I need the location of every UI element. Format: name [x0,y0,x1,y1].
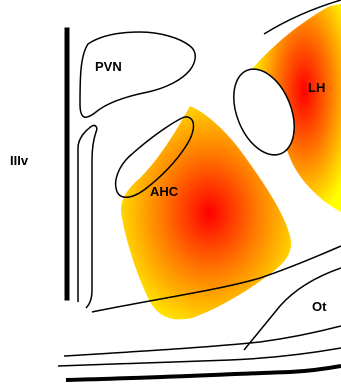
optic-chiasm-line [57,347,341,367]
optic-tract-diagonal-line [243,267,341,351]
ventricle-wall-outline [77,124,98,309]
ahc-label: AHC [150,184,179,199]
ahc-adjacent-oval [114,116,195,198]
ot-label: Ot [312,299,327,314]
iiiv-label: IIIv [10,153,29,168]
optic-tract-upper-line [91,245,341,313]
optic-tract-lower-line [63,325,341,357]
lh-label: LH [308,80,325,95]
right-boundary-line [263,0,341,35]
base-thick-line [65,364,341,382]
lh-adjacent-oval [233,68,295,156]
lh-activation-region [253,4,341,212]
pvn-label: PVN [95,59,122,74]
ahc-activation-region [120,106,292,320]
pvn-outline [79,31,196,118]
